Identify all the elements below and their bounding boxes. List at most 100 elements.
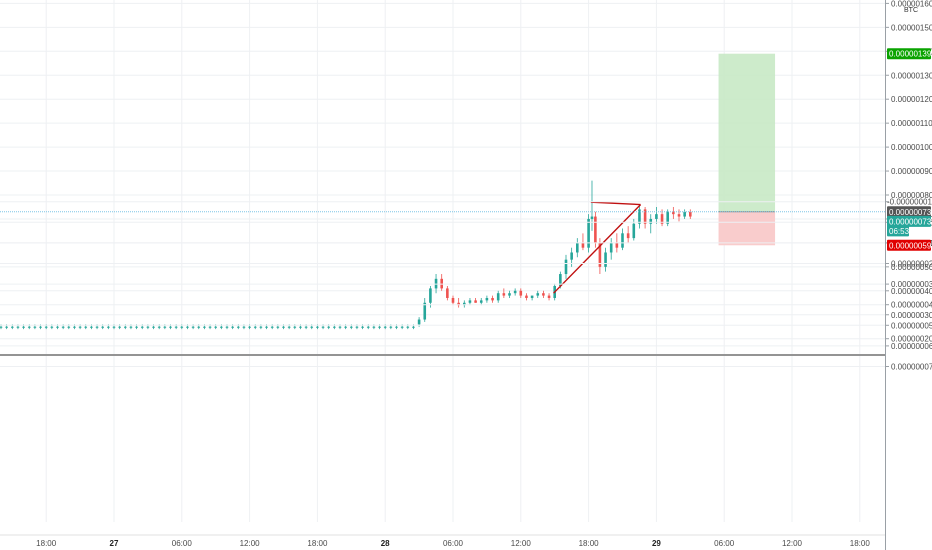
candle-body: [463, 302, 466, 306]
candle: [457, 297, 460, 308]
candle-body: [615, 242, 619, 248]
price-tag: [887, 215, 931, 227]
candle: [576, 238, 579, 258]
time-tick-label: 12:00: [511, 539, 532, 548]
price-tick-label: 0.00000080: [891, 191, 932, 200]
candle-body: [101, 326, 104, 328]
candle-body: [265, 326, 268, 328]
candle-body: [626, 233, 630, 239]
candle-body: [333, 326, 336, 328]
candle-body: [61, 326, 65, 328]
candle-body: [594, 216, 597, 243]
candle-body: [321, 326, 325, 328]
candle-body: [203, 326, 206, 328]
candle-body: [519, 290, 523, 296]
triangle-pattern-drawing[interactable]: [553, 201, 642, 294]
candle-body: [39, 326, 42, 328]
trendline: [553, 204, 642, 294]
time-tick-label: 18:00: [579, 539, 600, 548]
candle: [496, 290, 500, 303]
candle-body: [0, 326, 3, 328]
candle: [587, 214, 590, 253]
time-tick-label: 06:00: [172, 539, 193, 548]
candle-body: [643, 209, 647, 224]
candle-body: [259, 326, 263, 328]
candle-body: [208, 326, 212, 328]
candle-body: [11, 326, 14, 328]
time-axis[interactable]: 18:00 27 06:00 12:00 18:00 28 06:00 12:00 18:00 2…: [0, 534, 885, 548]
candle: [474, 297, 477, 303]
candle: [513, 288, 517, 296]
candle-body: [287, 326, 291, 328]
candle-body: [316, 326, 319, 328]
candle-body: [169, 326, 172, 328]
candle-body: [44, 326, 48, 328]
price-tag-label: 0.00000073: [889, 217, 932, 226]
candle-body: [491, 297, 494, 301]
candle: [655, 206, 658, 224]
candle-body: [576, 242, 579, 253]
candle-body: [231, 326, 234, 328]
candle-body: [677, 214, 681, 217]
candle-body: [152, 326, 155, 328]
currency-unit-label: BTC: [904, 7, 918, 14]
volume-indicator-pane[interactable]: [0, 201, 885, 522]
candle-body: [479, 300, 483, 303]
candle: [598, 238, 602, 275]
candle-body: [197, 326, 201, 328]
candle-body: [474, 300, 477, 303]
candle: [423, 297, 427, 322]
candle-body: [417, 319, 421, 325]
candle-body: [412, 326, 415, 328]
candle: [547, 293, 551, 301]
price-tag-label: 0.00000139: [889, 50, 932, 59]
candle-body: [191, 326, 195, 328]
price-tick-label: 0.00000110: [891, 119, 932, 128]
candle-body: [73, 326, 76, 328]
candle-body: [451, 297, 455, 303]
candle: [609, 238, 613, 260]
price-pane[interactable]: [0, 0, 885, 354]
candle-body: [542, 293, 545, 296]
price-tag: [887, 48, 931, 60]
candle-body: [547, 295, 551, 298]
profit-zone: [718, 53, 776, 212]
candle-body: [253, 326, 257, 328]
price-tag: [887, 239, 931, 251]
candle: [677, 209, 681, 222]
candle-body: [237, 326, 240, 328]
candle-body: [513, 290, 517, 294]
candle-body: [146, 326, 150, 328]
candle-body: [248, 326, 251, 328]
candle-body: [78, 326, 82, 328]
indicator-tick-label: 0.00000007: [891, 363, 932, 372]
indicator-tick-label: 0.00000002: [891, 260, 932, 269]
candle-body: [423, 302, 427, 320]
candle: [604, 247, 607, 272]
candle-body: [84, 326, 88, 328]
candle-body: [50, 326, 54, 328]
indicator-tick-label: 0.00000005: [891, 321, 932, 330]
price-axis[interactable]: BTC0.000001600.000001500.000001400.00000…: [885, 0, 932, 550]
candle: [502, 288, 506, 298]
candle: [590, 180, 594, 231]
candle-body: [186, 326, 189, 328]
candle: [649, 214, 653, 234]
indicator-tick-label: -0.00000001: [887, 198, 932, 207]
candle-body: [33, 326, 37, 328]
candle: [530, 295, 534, 301]
price-tick-label: 0.00000090: [891, 167, 932, 176]
candle-body: [361, 326, 364, 328]
price-tag: [887, 225, 909, 237]
candle-body: [389, 326, 393, 328]
candle-body: [276, 326, 280, 328]
candle: [643, 206, 647, 229]
candle-body: [293, 326, 297, 328]
price-tick-label: 0.00000030: [891, 311, 932, 320]
candle: [491, 295, 494, 303]
candle-body: [225, 326, 229, 328]
candle-body: [242, 326, 246, 328]
candle-body: [372, 326, 376, 328]
long-position-tool[interactable]: [718, 53, 776, 246]
